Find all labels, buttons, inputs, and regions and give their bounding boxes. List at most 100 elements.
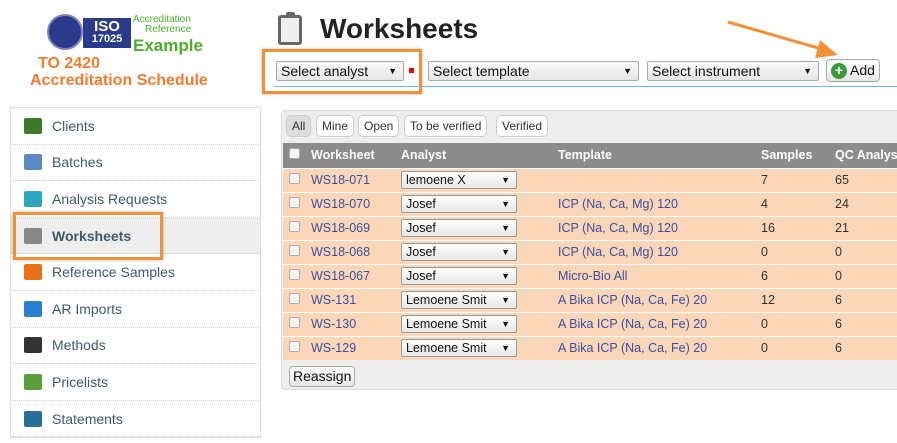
filter-mine[interactable]: Mine <box>316 115 355 137</box>
chevron-down-icon: ▼ <box>501 223 510 233</box>
sidebar-item-ar-imports[interactable]: AR Imports <box>11 291 260 328</box>
col-analyst[interactable]: Analyst <box>401 143 558 168</box>
template-cell: ICP (Na, Ca, Mg) 120 <box>558 191 761 216</box>
filter-verified[interactable]: Verified <box>496 115 549 137</box>
template-cell: A Bika ICP (Na, Ca, Fe) 20 <box>558 335 761 360</box>
worksheet-link[interactable]: WS18-069 <box>311 221 371 235</box>
clipboard-icon <box>278 12 302 45</box>
clipboard-icon <box>24 227 42 244</box>
row-checkbox[interactable] <box>289 221 300 232</box>
select-all-checkbox[interactable] <box>289 148 300 160</box>
table-row: WS-131 Lemoene Smit ▼ A Bika ICP (Na, Ca,… <box>283 287 897 312</box>
seal-icon <box>47 14 83 50</box>
sidebar: Clients Batches Analysis Requests Worksheet… <box>10 107 261 438</box>
analyst-dropdown[interactable]: Josef ▼ <box>401 195 517 213</box>
analyst-dropdown[interactable]: Josef ▼ <box>401 243 517 261</box>
sidebar-item-statements[interactable]: Statements <box>11 401 260 438</box>
analyst-value: Lemoene Smit <box>406 317 487 331</box>
col-worksheet[interactable]: Worksheet <box>311 143 401 168</box>
row-checkbox[interactable] <box>289 197 300 208</box>
sidebar-item-analysis-requests[interactable]: Analysis Requests <box>11 181 260 218</box>
row-checkbox[interactable] <box>289 341 300 353</box>
analyst-value: Josef <box>406 197 436 211</box>
batches-icon <box>24 154 42 171</box>
template-cell: A Bika ICP (Na, Ca, Fe) 20 <box>558 311 761 336</box>
sidebar-item-clients[interactable]: Clients <box>11 108 260 145</box>
col-samples[interactable]: Samples <box>761 143 835 168</box>
worksheets-panel: All Mine Open To be verified Verified Worksh… <box>281 110 897 390</box>
row-checkbox[interactable] <box>289 293 300 304</box>
logo-example: Example <box>133 36 203 55</box>
worksheet-link[interactable]: WS18-068 <box>311 245 371 259</box>
worksheet-link[interactable]: WS-129 <box>311 341 357 356</box>
qc-cell: 21 <box>835 215 897 240</box>
row-checkbox[interactable] <box>289 317 300 328</box>
qc-cell: 6 <box>835 335 897 360</box>
required-marker <box>409 68 414 73</box>
qc-cell: 0 <box>835 239 897 264</box>
chevron-down-icon: ▼ <box>501 199 510 209</box>
add-label: Add <box>850 62 875 78</box>
samples-cell: 6 <box>761 263 835 288</box>
analyst-dropdown[interactable]: Lemoene Smit ▼ <box>401 315 517 333</box>
qc-cell: 6 <box>835 311 897 336</box>
worksheet-link[interactable]: WS18-067 <box>311 269 371 283</box>
filter-open[interactable]: Open <box>358 115 400 137</box>
sidebar-item-label: Clients <box>52 117 95 134</box>
sidebar-item-label: Pricelists <box>52 373 109 390</box>
analyst-dropdown[interactable]: Josef ▼ <box>401 267 517 285</box>
table-header: Worksheet Analyst Template Samples QC An… <box>283 143 897 168</box>
table-row: WS18-070 Josef ▼ ICP (Na, Ca, Mg) 120 4 2… <box>283 191 897 216</box>
filter-all[interactable]: All <box>286 115 312 137</box>
table-row: WS18-068 Josef ▼ ICP (Na, Ca, Mg) 120 0 0 <box>283 239 897 264</box>
analyst-value: lemoene X <box>406 173 466 187</box>
instrument-select-value: Select instrument <box>652 63 761 79</box>
col-qc-analyses[interactable]: QC Analys <box>835 143 897 168</box>
row-checkbox[interactable] <box>289 173 300 184</box>
envelope-icon <box>24 410 42 427</box>
qc-cell: 24 <box>835 191 897 216</box>
qc-cell: 0 <box>835 263 897 288</box>
chevron-down-icon: ▼ <box>501 271 510 281</box>
samples-cell: 16 <box>761 215 835 240</box>
worksheet-link[interactable]: WS-131 <box>311 293 357 307</box>
worksheet-link[interactable]: WS18-071 <box>311 173 371 187</box>
sidebar-item-reference-samples[interactable]: Reference Samples <box>11 254 260 291</box>
analyst-dropdown[interactable]: Lemoene Smit ▼ <box>401 291 517 309</box>
template-select[interactable]: Select template ▼ <box>428 61 639 81</box>
chevron-down-icon: ▼ <box>501 295 510 305</box>
schedule-label: TO 2420 Accreditation Schedule <box>30 55 208 89</box>
add-button[interactable]: + Add <box>826 59 880 82</box>
template-select-value: Select template <box>433 63 530 79</box>
chevron-down-icon: ▼ <box>501 247 510 257</box>
analyst-highlight <box>262 49 422 94</box>
reassign-button[interactable]: Reassign <box>289 366 356 387</box>
page-title: Worksheets <box>320 13 479 44</box>
dropper-icon <box>24 337 42 354</box>
samples-cell: 0 <box>761 335 835 360</box>
reference-icon <box>24 264 42 281</box>
analyst-dropdown[interactable]: lemoene X ▼ <box>401 171 517 189</box>
table-row: WS-130 Lemoene Smit ▼ A Bika ICP (Na, Ca,… <box>283 311 897 336</box>
row-checkbox[interactable] <box>289 245 300 256</box>
sidebar-item-pricelists[interactable]: Pricelists <box>11 364 260 401</box>
qc-cell: 6 <box>835 287 897 312</box>
worksheet-link[interactable]: WS-130 <box>311 317 357 331</box>
analyst-dropdown[interactable]: Lemoene Smit ▼ <box>401 339 517 358</box>
analyst-select[interactable]: Select analyst ▼ <box>276 61 404 81</box>
template-cell: Micro-Bio All <box>558 263 761 288</box>
analyst-value: Josef <box>406 221 436 235</box>
analyst-value: Lemoene Smit <box>406 293 487 307</box>
instrument-select[interactable]: Select instrument ▼ <box>647 61 819 81</box>
filter-to-be-verified[interactable]: To be verified <box>404 115 488 137</box>
template-cell <box>558 167 761 192</box>
sidebar-item-batches[interactable]: Batches <box>11 145 260 182</box>
chevron-down-icon: ▼ <box>501 343 510 354</box>
col-template[interactable]: Template <box>558 143 761 168</box>
sidebar-item-worksheets[interactable]: Worksheets <box>11 217 260 255</box>
worksheet-link[interactable]: WS18-070 <box>311 197 371 211</box>
sidebar-item-methods[interactable]: Methods <box>11 328 260 365</box>
template-cell: ICP (Na, Ca, Mg) 120 <box>558 215 761 240</box>
row-checkbox[interactable] <box>289 269 300 280</box>
analyst-dropdown[interactable]: Josef ▼ <box>401 219 517 237</box>
